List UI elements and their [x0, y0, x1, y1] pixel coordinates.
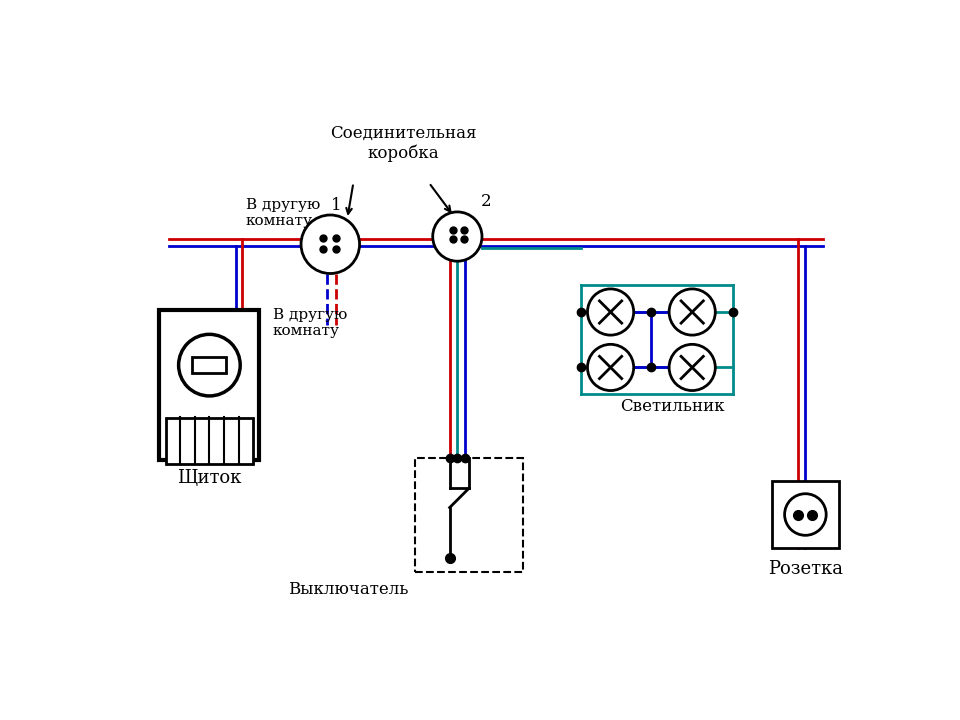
Text: Розетка: Розетка	[768, 560, 843, 578]
Bar	[165, 418, 253, 464]
Text: 1: 1	[331, 197, 342, 215]
Bar	[415, 457, 523, 572]
Text: Светильник: Светильник	[620, 398, 725, 415]
Circle shape	[433, 212, 482, 261]
Bar	[159, 310, 259, 460]
Text: Щиток: Щиток	[178, 469, 242, 487]
Bar	[192, 357, 227, 373]
Circle shape	[784, 494, 827, 535]
Circle shape	[179, 334, 240, 396]
Text: 2: 2	[481, 194, 492, 210]
Bar	[772, 481, 839, 549]
Circle shape	[301, 215, 360, 274]
Circle shape	[588, 289, 634, 335]
Circle shape	[588, 344, 634, 390]
Text: Выключатель: Выключатель	[288, 581, 409, 598]
Text: Соединительная
коробка: Соединительная коробка	[330, 125, 477, 162]
Text: В другую
комнату: В другую комнату	[246, 198, 320, 228]
Text: В другую
комнату: В другую комнату	[273, 308, 347, 338]
Circle shape	[669, 289, 715, 335]
Circle shape	[669, 344, 715, 390]
